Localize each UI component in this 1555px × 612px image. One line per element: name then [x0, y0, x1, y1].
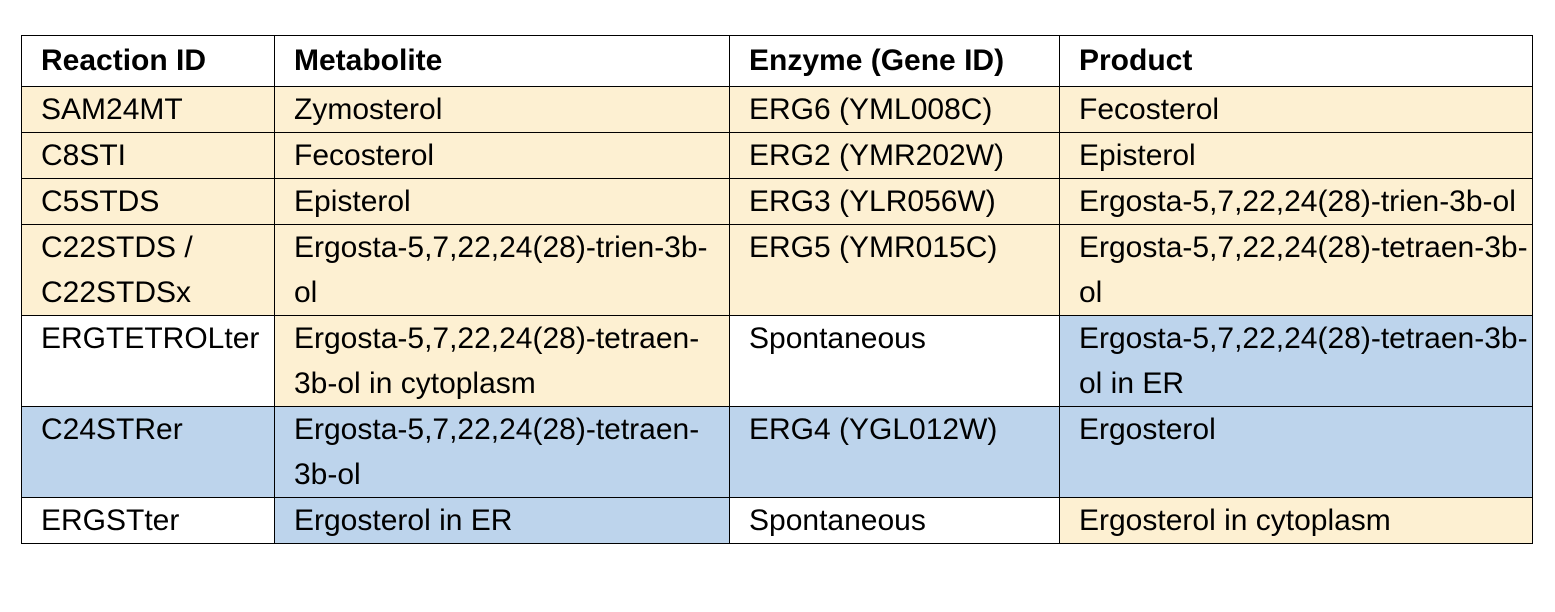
cell-reaction-id: C24STRer — [21, 406, 275, 498]
cell-enzyme: Spontaneous — [729, 497, 1060, 544]
cell-reaction-id: C5STDS — [21, 178, 275, 225]
cell-product: Ergosta-5,7,22,24(28)-tetraen-3b-ol — [1059, 224, 1533, 316]
cell-reaction-id: SAM24MT — [21, 86, 275, 133]
cell-enzyme: ERG3 (YLR056W) — [729, 178, 1060, 225]
cell-metabolite: Ergosta-5,7,22,24(28)-tetraen-3b-ol — [274, 406, 730, 498]
header-metabolite: Metabolite — [274, 35, 730, 87]
table-row: ERGSTter Ergosterol in ER Spontaneous Er… — [21, 497, 1533, 544]
cell-metabolite: Fecosterol — [274, 132, 730, 179]
header-reaction-id: Reaction ID — [21, 35, 275, 87]
cell-reaction-id: C8STI — [21, 132, 275, 179]
cell-enzyme: Spontaneous — [729, 315, 1060, 407]
cell-enzyme: ERG5 (YMR015C) — [729, 224, 1060, 316]
header-enzyme-gene-id: Enzyme (Gene ID) — [729, 35, 1060, 87]
cell-enzyme: ERG4 (YGL012W) — [729, 406, 1060, 498]
table-row: C24STRer Ergosta-5,7,22,24(28)-tetraen-3… — [21, 406, 1533, 498]
table-row: ERGTETROLter Ergosta-5,7,22,24(28)-tetra… — [21, 315, 1533, 407]
cell-product: Episterol — [1059, 132, 1533, 179]
cell-product: Ergosta-5,7,22,24(28)-trien-3b-ol — [1059, 178, 1533, 225]
cell-product: Ergosta-5,7,22,24(28)-tetraen-3b-ol in E… — [1059, 315, 1533, 407]
reaction-table: Reaction ID Metabolite Enzyme (Gene ID) … — [21, 35, 1533, 544]
cell-enzyme: ERG6 (YML008C) — [729, 86, 1060, 133]
cell-product: Ergosterol in cytoplasm — [1059, 497, 1533, 544]
cell-metabolite: Zymosterol — [274, 86, 730, 133]
cell-product: Ergosterol — [1059, 406, 1533, 498]
table-row: C8STI Fecosterol ERG2 (YMR202W) Epistero… — [21, 132, 1533, 179]
cell-reaction-id: ERGSTter — [21, 497, 275, 544]
table-row: C22STDS / C22STDSx Ergosta-5,7,22,24(28)… — [21, 224, 1533, 316]
cell-metabolite: Ergosta-5,7,22,24(28)-trien-3b-ol — [274, 224, 730, 316]
cell-metabolite: Episterol — [274, 178, 730, 225]
table-row: SAM24MT Zymosterol ERG6 (YML008C) Fecost… — [21, 86, 1533, 133]
table-row: C5STDS Episterol ERG3 (YLR056W) Ergosta-… — [21, 178, 1533, 225]
cell-reaction-id: C22STDS / C22STDSx — [21, 224, 275, 316]
cell-enzyme: ERG2 (YMR202W) — [729, 132, 1060, 179]
table-header-row: Reaction ID Metabolite Enzyme (Gene ID) … — [21, 35, 1533, 87]
cell-reaction-id: ERGTETROLter — [21, 315, 275, 407]
header-product: Product — [1059, 35, 1533, 87]
cell-metabolite: Ergosta-5,7,22,24(28)-tetraen-3b-ol in c… — [274, 315, 730, 407]
cell-metabolite: Ergosterol in ER — [274, 497, 730, 544]
cell-product: Fecosterol — [1059, 86, 1533, 133]
